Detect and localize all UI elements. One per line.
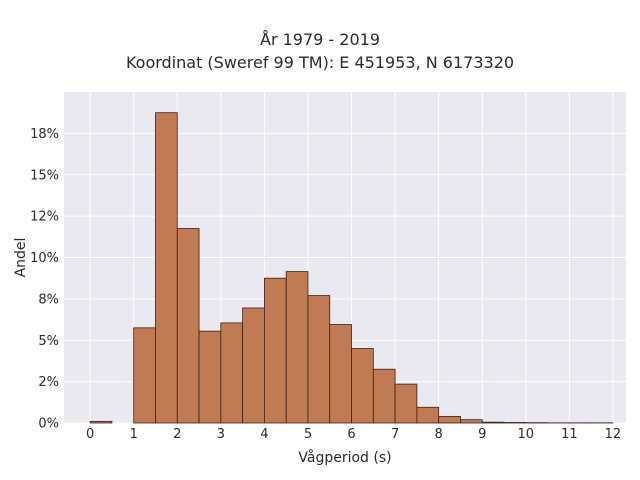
histogram-bar: [416, 406, 440, 424]
chart-subtitle: Koordinat (Sweref 99 TM): E 451953, N 61…: [125, 53, 515, 72]
histogram-bar: [242, 307, 265, 424]
x-tick-label: 4: [260, 427, 268, 442]
y-tick-label: 18%: [30, 127, 59, 142]
histogram-bar: [307, 295, 331, 424]
histogram-bar: [438, 415, 461, 424]
histogram-bar: [329, 324, 352, 424]
chart-title-block: År 1979 - 2019 Koordinat (Sweref 99 TM):…: [0, 28, 640, 74]
histogram-bar: [89, 420, 113, 424]
histogram-bar: [198, 330, 222, 424]
x-tick-label: 3: [217, 427, 225, 442]
histogram-bar: [351, 348, 374, 424]
histogram-bar: [394, 383, 418, 424]
x-axis-label: Vågperiod (s): [298, 449, 391, 466]
x-tick-label: 12: [605, 427, 622, 442]
bars-group: [89, 112, 614, 424]
y-tick-label: 2%: [38, 375, 59, 390]
histogram-bar: [155, 112, 178, 424]
y-tick-label: 15%: [30, 168, 59, 183]
x-tick-label: 0: [86, 427, 94, 442]
x-tick-label: 5: [304, 427, 312, 442]
x-tick-label: 2: [173, 427, 181, 442]
chart-title: År 1979 - 2019: [260, 30, 380, 49]
histogram-bar: [460, 419, 483, 424]
x-tick-label: 11: [561, 427, 578, 442]
histogram-bar: [481, 421, 505, 424]
y-tick-label: 8%: [38, 292, 59, 307]
histogram-bar: [133, 327, 156, 424]
histogram-bar: [285, 271, 309, 424]
x-axis-ticks: 0 1 2 3 4 5 6 7 8 9 10 11 12: [86, 427, 621, 442]
x-tick-label: 6: [347, 427, 355, 442]
y-axis-ticks: 0% 2% 5% 8% 10% 12% 15% 18%: [30, 127, 59, 432]
x-tick-label: 7: [391, 427, 399, 442]
x-tick-label: 1: [130, 427, 138, 442]
histogram-bar: [264, 277, 287, 424]
y-tick-label: 10%: [30, 251, 59, 266]
y-tick-label: 0%: [38, 417, 59, 432]
histogram-bar: [372, 368, 396, 424]
x-tick-label: 10: [518, 427, 535, 442]
y-tick-label: 5%: [38, 334, 59, 349]
x-tick-label: 8: [435, 427, 443, 442]
histogram-bar: [220, 322, 244, 424]
histogram-bar: [176, 228, 200, 424]
x-tick-label: 9: [478, 427, 486, 442]
y-tick-label: 12%: [30, 210, 59, 225]
y-axis-label: Andel: [13, 238, 29, 278]
